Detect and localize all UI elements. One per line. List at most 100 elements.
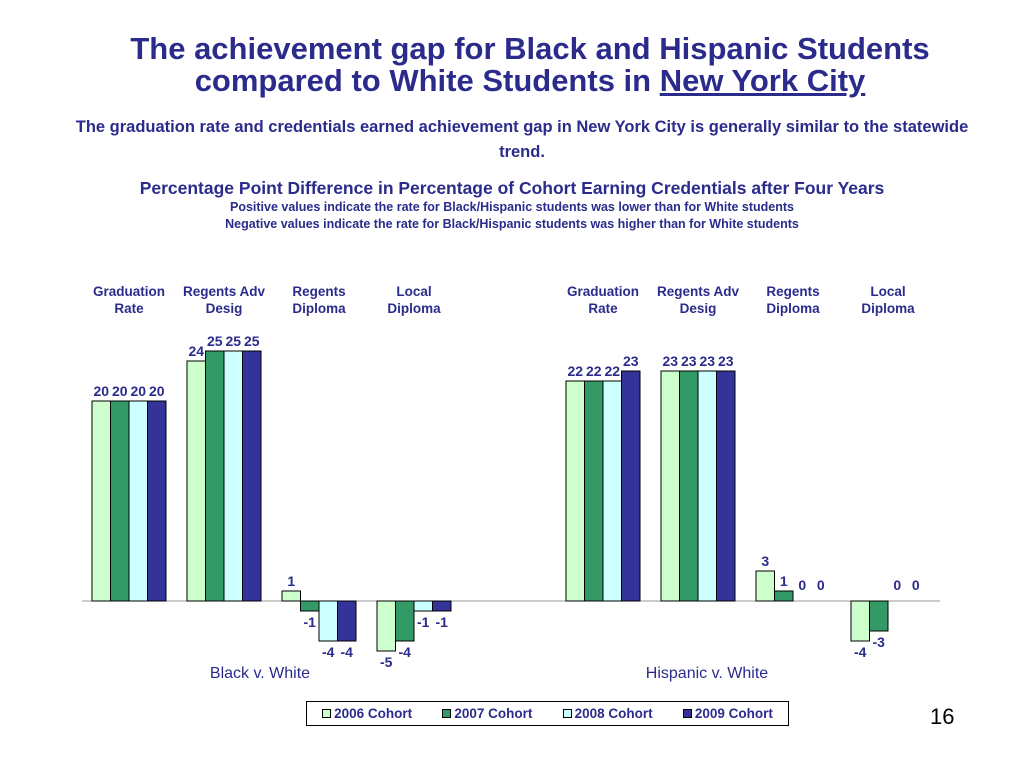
data-label: 22	[586, 363, 602, 379]
category-label: Desig	[206, 301, 243, 316]
data-label: 25	[207, 333, 223, 349]
bar	[281, 590, 301, 602]
data-label: 0	[912, 577, 920, 593]
data-label: -1	[304, 614, 317, 630]
legend-label: 2007 Cohort	[454, 706, 533, 721]
bar	[91, 400, 111, 602]
category-label: Rate	[114, 301, 144, 316]
page-title: The achievement gap for Black and Hispan…	[40, 33, 1020, 97]
data-label: 0	[893, 577, 901, 593]
title-line-2-prefix: compared to White Students in	[194, 63, 660, 98]
group-label: Hispanic v. White	[646, 665, 769, 682]
legend-label: 2008 Cohort	[574, 706, 653, 721]
data-label: -4	[322, 644, 335, 660]
title-city: New York City	[659, 63, 866, 98]
bar	[755, 570, 775, 602]
bar	[697, 370, 717, 602]
data-label: 22	[604, 363, 620, 379]
bar	[850, 600, 870, 642]
category-label: Regents	[766, 284, 819, 299]
category-label: Regents Adv	[183, 284, 266, 299]
category-label: Diploma	[387, 301, 441, 316]
bar	[869, 600, 889, 632]
legend-swatch	[442, 709, 452, 718]
data-label: 20	[93, 383, 109, 399]
data-label: 23	[718, 353, 734, 369]
bar	[242, 350, 262, 602]
category-label: Rate	[588, 301, 618, 316]
subtitle: The graduation rate and credentials earn…	[75, 118, 969, 161]
data-label: -4	[341, 644, 354, 660]
bar	[602, 380, 622, 602]
data-label: 20	[112, 383, 128, 399]
data-label: 1	[287, 573, 295, 589]
category-label: Regents	[292, 284, 345, 299]
data-label: 0	[798, 577, 806, 593]
data-label: -1	[417, 614, 430, 630]
bar	[223, 350, 243, 602]
data-label: 20	[149, 383, 165, 399]
legend-item-2008: 2008 Cohort	[562, 706, 653, 721]
category-label: Local	[396, 284, 431, 299]
category-label: Graduation	[93, 284, 165, 299]
data-label: 23	[662, 353, 678, 369]
data-label: 23	[699, 353, 715, 369]
data-label: -5	[380, 654, 393, 670]
category-label: Diploma	[766, 301, 820, 316]
bar	[300, 600, 320, 612]
data-label: 3	[761, 553, 769, 569]
title-line-1: The achievement gap for Black and Hispan…	[130, 31, 930, 66]
legend-swatch	[562, 709, 572, 718]
bar	[128, 400, 148, 602]
bar	[716, 370, 736, 602]
legend-item-2009: 2009 Cohort	[682, 706, 773, 721]
legend-swatch	[322, 709, 332, 718]
bar	[205, 350, 225, 602]
category-label: Local	[870, 284, 905, 299]
note-positive: Positive values indicate the rate for Bl…	[229, 200, 795, 214]
legend-item-2006: 2006 Cohort	[322, 706, 412, 721]
category-label: Desig	[680, 301, 717, 316]
category-label: Graduation	[567, 284, 639, 299]
data-label: -4	[399, 644, 412, 660]
legend-swatch	[682, 709, 692, 718]
data-label: 22	[567, 363, 583, 379]
bar	[318, 600, 338, 642]
bar	[660, 370, 680, 602]
note-negative: Negative values indicate the rate for Bl…	[225, 217, 799, 231]
category-label: Regents Adv	[657, 284, 740, 299]
category-label: Diploma	[861, 301, 915, 316]
bar	[774, 590, 794, 602]
bar	[186, 360, 206, 602]
bar	[376, 600, 396, 652]
data-label: 23	[623, 353, 639, 369]
bar	[565, 380, 585, 602]
chart-heading: Percentage Point Difference in Percentag…	[139, 178, 885, 198]
legend-item-2007: 2007 Cohort	[442, 706, 532, 721]
bar	[679, 370, 699, 602]
bar	[413, 600, 433, 612]
bar	[110, 400, 130, 602]
legend-label: 2009 Cohort	[694, 706, 773, 721]
bar	[584, 380, 604, 602]
data-label: -3	[873, 634, 886, 650]
data-label: 20	[130, 383, 146, 399]
data-label: 25	[225, 333, 241, 349]
data-label: 0	[817, 577, 825, 593]
data-label: 25	[244, 333, 260, 349]
legend-label: 2006 Cohort	[334, 706, 413, 721]
data-label: 23	[681, 353, 697, 369]
data-label: -1	[436, 614, 449, 630]
title-line-2: compared to White Students in New York C…	[40, 65, 1020, 97]
legend: 2006 Cohort 2007 Cohort 2008 Cohort 2009…	[306, 701, 789, 726]
bar	[337, 600, 357, 642]
bar	[147, 400, 167, 602]
data-label: -4	[854, 644, 867, 660]
bar	[621, 370, 641, 602]
page-number: 16	[930, 704, 955, 729]
bar	[395, 600, 415, 642]
category-label: Diploma	[292, 301, 346, 316]
data-label: 24	[188, 343, 204, 359]
group-label: Black v. White	[210, 665, 310, 682]
